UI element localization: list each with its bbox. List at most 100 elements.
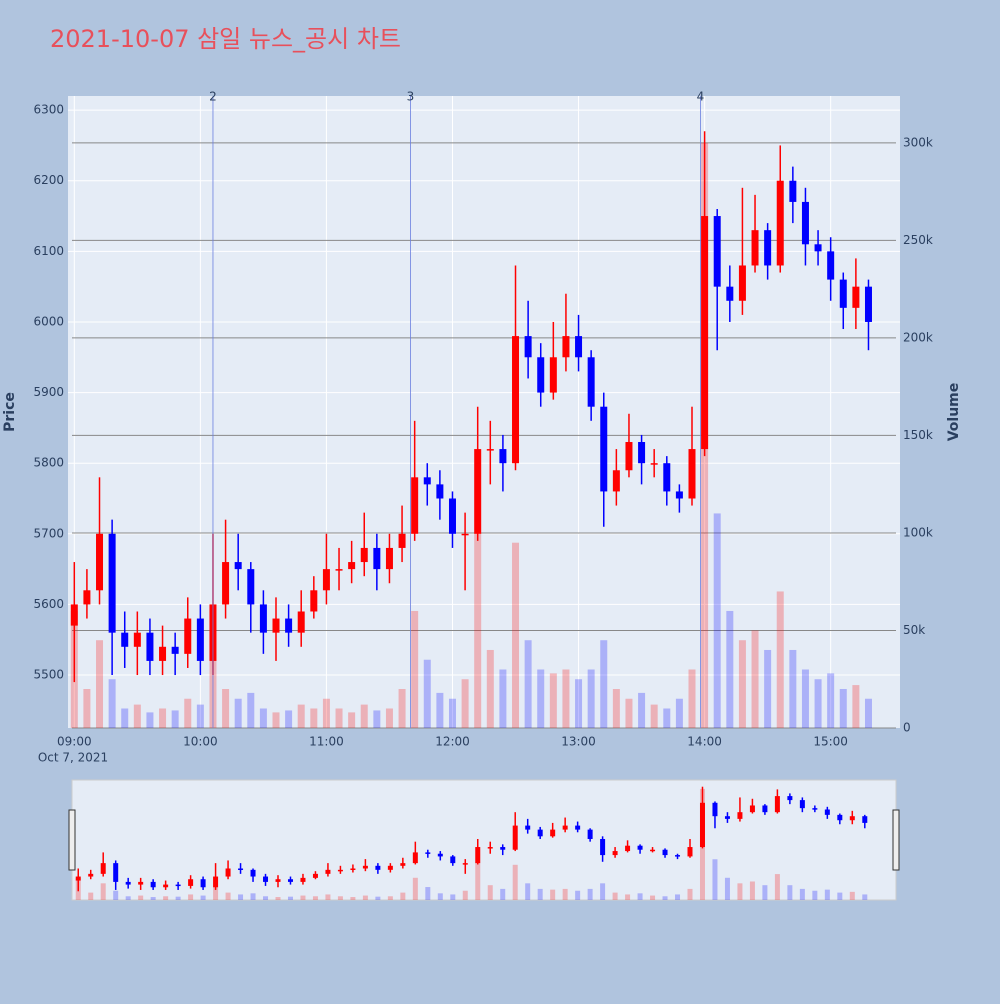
volume-bar xyxy=(726,610,734,728)
annotation-label: 4 xyxy=(697,90,705,104)
candle-body xyxy=(133,632,141,647)
candle-body xyxy=(864,286,872,322)
range-volume-bar xyxy=(625,894,631,900)
volume-bar xyxy=(171,710,179,728)
range-candle-body xyxy=(712,802,718,817)
y-tick-label: 5800 xyxy=(33,456,64,470)
candle-body xyxy=(259,604,267,633)
candle-body xyxy=(461,533,469,536)
range-candle-body xyxy=(812,808,818,810)
range-volume-bar xyxy=(325,894,331,900)
y2-tick-label: 50k xyxy=(903,623,925,637)
volume-bar xyxy=(234,698,242,728)
x-tick-label: 10:00 xyxy=(183,735,218,749)
range-volume-bar xyxy=(250,893,256,900)
range-volume-bar xyxy=(412,877,418,900)
range-candle-body xyxy=(699,802,705,848)
range-volume-bar xyxy=(749,881,755,900)
range-volume-bar xyxy=(762,885,768,900)
range-volume-bar xyxy=(450,894,456,900)
range-candle-body xyxy=(375,865,381,870)
volume-bar xyxy=(436,692,444,728)
range-candle-body xyxy=(487,847,493,849)
volume-bar xyxy=(285,710,293,728)
x-tick-label: 14:00 xyxy=(687,735,722,749)
candle-body xyxy=(196,618,204,661)
range-volume-bar xyxy=(837,892,843,900)
volume-bar xyxy=(789,649,797,728)
volume-bar xyxy=(575,679,583,728)
range-candle-body xyxy=(337,869,343,872)
volume-bar xyxy=(461,679,469,728)
volume-bar xyxy=(852,685,860,728)
x-date-label: Oct 7, 2021 xyxy=(38,751,108,765)
candle-body xyxy=(814,244,822,252)
candle-body xyxy=(411,477,419,534)
range-volume-bar xyxy=(312,896,318,900)
candle-body xyxy=(625,442,633,471)
range-candle-body xyxy=(512,825,518,850)
candle-body xyxy=(335,569,343,571)
candle-body xyxy=(373,547,381,570)
range-volume-bar xyxy=(812,890,818,900)
volume-bar xyxy=(146,712,154,728)
range-volume-bar xyxy=(300,895,306,900)
y-tick-label: 6200 xyxy=(33,173,64,187)
range-volume-bar xyxy=(238,894,244,900)
range-candle-body xyxy=(225,868,231,877)
volume-bar xyxy=(751,630,759,728)
range-volume-bar xyxy=(213,887,219,900)
range-volume-bar xyxy=(400,892,406,900)
volume-bar xyxy=(196,704,204,728)
range-candle-body xyxy=(824,809,830,815)
candle-body xyxy=(121,632,129,647)
candle-body xyxy=(537,357,545,393)
volume-bar xyxy=(108,679,116,728)
range-volume-bar xyxy=(724,877,730,900)
range-candle-body xyxy=(350,868,356,870)
range-candle-body xyxy=(88,873,94,877)
candle-body xyxy=(448,498,456,534)
candle-body xyxy=(70,604,78,626)
range-slider[interactable] xyxy=(71,779,897,901)
range-candle-body xyxy=(637,845,643,850)
y2-tick-label: 300k xyxy=(903,135,933,149)
candle-body xyxy=(184,618,192,654)
candle-body xyxy=(524,336,532,358)
range-volume-bar xyxy=(737,883,743,900)
candle-body xyxy=(663,463,671,492)
range-volume-bar xyxy=(150,897,156,900)
range-volume-bar xyxy=(337,896,343,900)
range-volume-bar xyxy=(113,890,119,900)
y2-tick-label: 100k xyxy=(903,525,933,539)
candle-body xyxy=(600,406,608,492)
candle-body xyxy=(108,533,116,633)
range-candle-body xyxy=(100,863,106,874)
volume-bar xyxy=(83,688,91,728)
range-volume-bar xyxy=(562,888,568,900)
range-volume-bar xyxy=(138,895,144,900)
candle-body xyxy=(222,562,230,605)
range-volume-bar xyxy=(600,883,606,900)
candle-body xyxy=(701,216,709,450)
range-volume-bar xyxy=(462,890,468,900)
range-candle-body xyxy=(325,869,331,874)
candle-body xyxy=(751,230,759,266)
range-candle-body xyxy=(263,876,269,882)
volume-bar xyxy=(562,669,570,728)
range-volume-bar xyxy=(437,893,443,900)
range-candle-body xyxy=(687,847,693,857)
range-candle-body xyxy=(650,849,656,852)
range-handle xyxy=(68,809,76,871)
candle-body xyxy=(764,230,772,266)
range-candle-body xyxy=(362,865,368,869)
candle-body xyxy=(776,180,784,266)
volume-bar xyxy=(159,708,167,728)
range-volume-bar xyxy=(512,864,518,900)
volume-bar xyxy=(474,532,482,728)
candle-body xyxy=(96,533,104,591)
volume-bar xyxy=(839,688,847,728)
candle-body xyxy=(272,618,280,633)
range-handle xyxy=(892,809,900,871)
